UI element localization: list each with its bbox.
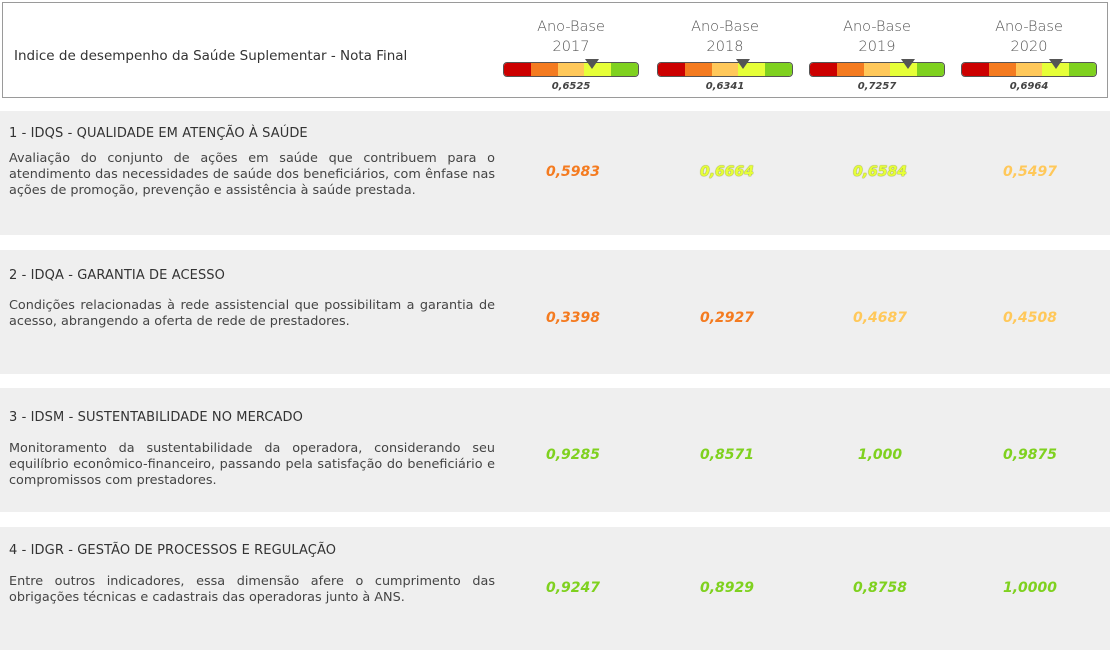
gauge-segment xyxy=(917,63,944,76)
score-gauge xyxy=(657,59,793,77)
dimension-score-2019: 0,4687 xyxy=(852,310,908,326)
gauge-segment xyxy=(658,63,685,76)
gauge-marker-icon xyxy=(736,59,751,69)
dimension-score-2017: 0,5983 xyxy=(545,164,601,180)
gauge-marker-icon xyxy=(900,59,915,69)
gauge-segment xyxy=(504,63,531,76)
year-label-year: 2019 xyxy=(858,39,896,55)
year-column-2017: Ano-Base 2017 0,6525 xyxy=(501,17,641,92)
year-label-year: 2017 xyxy=(552,39,590,55)
gauge-marker-icon xyxy=(1048,59,1063,69)
dimension-description: Entre outros indicadores, essa dimensão … xyxy=(9,574,495,605)
dimension-score-2019: 0,8758 xyxy=(852,580,908,596)
gauge-bar xyxy=(809,62,945,77)
dimension-description: Condições relacionadas à rede assistenci… xyxy=(9,298,495,329)
year-final-score: 0,6964 xyxy=(1009,81,1049,92)
year-column-2018: Ano-Base 2018 0,6341 xyxy=(655,17,795,92)
dimension-score-2018: 0,6664 xyxy=(699,164,755,180)
dimension-title: 4 - IDGR - GESTÃO DE PROCESSOS E REGULAÇ… xyxy=(9,543,337,558)
year-final-score: 0,6341 xyxy=(705,81,745,92)
year-label-top: Ano-Base xyxy=(537,19,605,35)
gauge-segment xyxy=(863,63,891,76)
gauge-marker-icon xyxy=(584,59,599,69)
dimension-description: Avaliação do conjunto de ações em saúde … xyxy=(9,151,495,198)
dimension-score-2020: 0,4508 xyxy=(1002,310,1058,326)
dimension-score-2017: 0,3398 xyxy=(545,310,601,326)
gauge-segment xyxy=(684,63,712,76)
gauge-bar xyxy=(657,62,793,77)
dimension-title: 1 - IDQS - QUALIDADE EM ATENÇÃO À SAÚDE xyxy=(9,126,308,141)
gauge-segment xyxy=(836,63,864,76)
dimension-score-2019: 1,000 xyxy=(857,447,903,463)
gauge-segment xyxy=(530,63,558,76)
dimension-score-2018: 0,2927 xyxy=(699,310,755,326)
dimension-score-2018: 0,8929 xyxy=(699,580,755,596)
year-label-year: 2018 xyxy=(706,39,744,55)
dimension-score-2017: 0,9247 xyxy=(545,580,601,596)
dimension-score-2019: 0,6584 xyxy=(852,164,908,180)
score-gauge xyxy=(503,59,639,77)
year-label-top: Ano-Base xyxy=(995,19,1063,35)
gauge-segment xyxy=(810,63,837,76)
year-label-year: 2020 xyxy=(1010,39,1048,55)
gauge-segment xyxy=(557,63,585,76)
dimension-panel-idsm: 3 - IDSM - SUSTENTABILIDADE NO MERCADO M… xyxy=(0,388,1110,512)
dimension-panel-idqa: 2 - IDQA - GARANTIA DE ACESSO Condições … xyxy=(0,250,1110,374)
dimension-score-2020: 0,5497 xyxy=(1002,164,1058,180)
score-gauge xyxy=(809,59,945,77)
gauge-segment xyxy=(611,63,638,76)
dimension-score-2018: 0,8571 xyxy=(699,447,755,463)
year-final-score: 0,6525 xyxy=(551,81,591,92)
year-column-2019: Ano-Base 2019 0,7257 xyxy=(807,17,947,92)
gauge-segment xyxy=(988,63,1016,76)
gauge-segment xyxy=(962,63,989,76)
dimension-description: Monitoramento da sustentabilidade da ope… xyxy=(9,441,495,488)
gauge-bar xyxy=(961,62,1097,77)
dimension-score-2017: 0,9285 xyxy=(545,447,601,463)
gauge-segment xyxy=(1069,63,1096,76)
dimension-panel-idgr: 4 - IDGR - GESTÃO DE PROCESSOS E REGULAÇ… xyxy=(0,527,1110,650)
gauge-segment xyxy=(1015,63,1043,76)
year-label-top: Ano-Base xyxy=(843,19,911,35)
dimension-panel-idqs: 1 - IDQS - QUALIDADE EM ATENÇÃO À SAÚDE … xyxy=(0,111,1110,235)
dimension-score-2020: 0,9875 xyxy=(1002,447,1058,463)
score-gauge xyxy=(961,59,1097,77)
dimension-title: 2 - IDQA - GARANTIA DE ACESSO xyxy=(9,268,225,283)
summary-header: Indice de desempenho da Saúde Suplementa… xyxy=(2,2,1108,98)
gauge-segment xyxy=(711,63,739,76)
year-label-top: Ano-Base xyxy=(691,19,759,35)
header-title: Indice de desempenho da Saúde Suplementa… xyxy=(14,48,408,64)
dimension-score-2020: 1,0000 xyxy=(1002,580,1058,596)
gauge-segment xyxy=(765,63,792,76)
gauge-bar xyxy=(503,62,639,77)
dimension-title: 3 - IDSM - SUSTENTABILIDADE NO MERCADO xyxy=(9,410,303,425)
year-column-2020: Ano-Base 2020 0,6964 xyxy=(959,17,1099,92)
year-final-score: 0,7257 xyxy=(857,81,897,92)
